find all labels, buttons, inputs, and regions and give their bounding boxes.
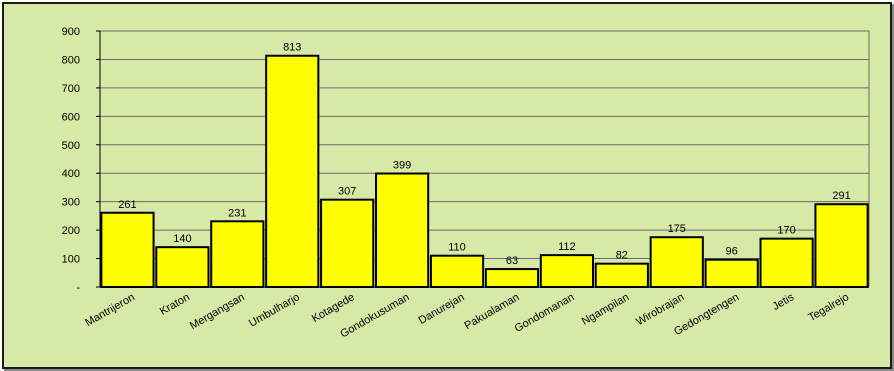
data-label: 261 <box>118 199 136 211</box>
category-label: Mergangsan <box>188 291 247 332</box>
bar-jetis <box>759 237 814 288</box>
y-tick-label: 200 <box>62 225 80 237</box>
bar-kotagede <box>320 198 375 288</box>
y-tick-label: 900 <box>62 26 80 38</box>
bars <box>100 54 869 289</box>
y-axis: - 100 200 300 400 500 600 700 800 900 <box>62 26 101 294</box>
data-label: 63 <box>506 255 518 267</box>
y-tick-label: 600 <box>62 111 80 123</box>
bar-ngampilan <box>594 262 649 289</box>
data-label: 291 <box>832 190 850 202</box>
bar-kraton <box>155 246 210 289</box>
category-label: Kraton <box>158 291 192 318</box>
data-label: 96 <box>726 246 738 258</box>
bar-tegalrejo <box>814 203 869 288</box>
bar-mantrijeron <box>100 211 155 288</box>
category-label: Kotagede <box>310 291 357 325</box>
bar-gondokusuman <box>375 172 430 288</box>
data-label: 82 <box>616 250 628 262</box>
data-label: 140 <box>173 233 191 245</box>
y-tick-label: - <box>76 282 80 294</box>
category-label: Wirobrajan <box>634 291 686 328</box>
y-tick-label: 500 <box>62 140 80 152</box>
data-label: 307 <box>338 186 356 198</box>
y-tick-label: 300 <box>62 197 80 209</box>
y-tick-label: 400 <box>62 168 80 180</box>
data-label: 112 <box>558 241 576 253</box>
bar-umbulharjo <box>265 54 320 288</box>
bar-chart: - 100 200 300 400 500 600 700 800 900 261 140 231 81… <box>62 26 870 340</box>
bar-mergangsan <box>210 220 265 288</box>
data-label: 170 <box>777 225 795 237</box>
bar-danurejan <box>429 254 485 288</box>
y-tick-label: 700 <box>62 83 80 95</box>
category-label: Mantrijeron <box>83 291 137 329</box>
data-labels: 261 140 231 813 307 399 110 63 112 82 175 96 170 291 <box>118 42 850 267</box>
bar-wirobrajan <box>649 236 704 289</box>
category-label: Jetis <box>771 291 797 313</box>
category-label: Ngampilan <box>580 291 632 328</box>
data-label: 399 <box>393 160 411 172</box>
bar-pakualaman <box>484 268 540 288</box>
data-label: 813 <box>283 42 301 54</box>
category-label: Danurejan <box>417 291 467 327</box>
y-tick-label: 100 <box>62 254 80 266</box>
category-label: Umbulharjo <box>247 291 302 330</box>
data-label: 231 <box>228 207 246 219</box>
y-tick-label: 800 <box>62 54 80 66</box>
bar-gondomanan <box>539 254 594 289</box>
bar-gedongtengen <box>704 258 759 288</box>
data-label: 110 <box>448 242 466 254</box>
data-label: 175 <box>668 223 686 235</box>
category-label: Tegalrejo <box>806 291 851 324</box>
category-label: Gondomanan <box>513 291 577 335</box>
